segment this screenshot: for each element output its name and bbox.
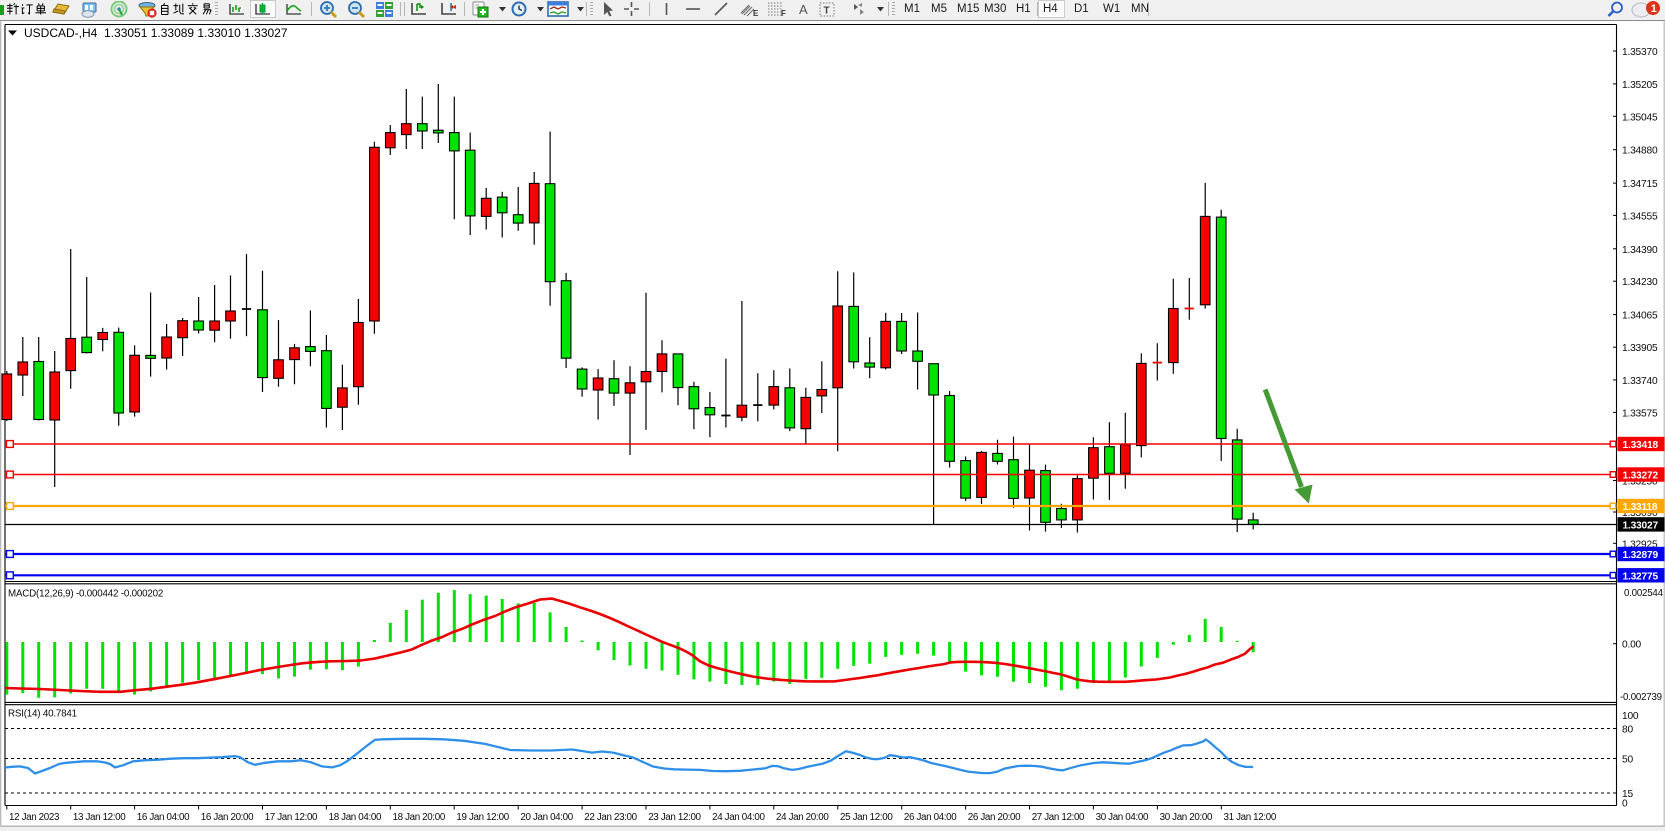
svg-text:0.002544: 0.002544 (1624, 588, 1664, 599)
svg-text:17 Jan 12:00: 17 Jan 12:00 (265, 812, 318, 823)
svg-text:USDCAD-,H4 1.33051 1.33089 1.: USDCAD-,H4 1.33051 1.33089 1.33010 1.330… (24, 26, 288, 40)
svg-text:1.33090: 1.33090 (1622, 508, 1658, 519)
svg-text:18 Jan 20:00: 18 Jan 20:00 (393, 812, 446, 823)
svg-text:1.35370: 1.35370 (1622, 47, 1658, 58)
svg-text:1.33575: 1.33575 (1622, 408, 1658, 419)
svg-text:23 Jan 12:00: 23 Jan 12:00 (648, 812, 701, 823)
svg-text:26 Jan 04:00: 26 Jan 04:00 (904, 812, 957, 823)
svg-text:26 Jan 20:00: 26 Jan 20:00 (968, 812, 1021, 823)
svg-text:1.32775: 1.32775 (1623, 572, 1659, 583)
svg-text:1.33418: 1.33418 (1623, 440, 1659, 451)
svg-text:100: 100 (1622, 711, 1639, 722)
svg-text:1.32925: 1.32925 (1622, 539, 1658, 550)
svg-text:F: F (781, 9, 786, 18)
svg-text:1.33272: 1.33272 (1623, 471, 1659, 482)
svg-text:1.34715: 1.34715 (1622, 179, 1658, 190)
svg-text:1.33027: 1.33027 (1623, 521, 1659, 532)
svg-text:15: 15 (1622, 789, 1633, 800)
svg-text:1.33905: 1.33905 (1622, 343, 1658, 354)
svg-text:31 Jan 12:00: 31 Jan 12:00 (1224, 812, 1277, 823)
svg-text:20 Jan 04:00: 20 Jan 04:00 (520, 812, 573, 823)
svg-text:1.33118: 1.33118 (1623, 502, 1658, 513)
svg-text:13 Jan 12:00: 13 Jan 12:00 (73, 812, 126, 823)
svg-text:1.32879: 1.32879 (1623, 550, 1659, 561)
svg-text:80: 80 (1622, 725, 1633, 736)
svg-text:25 Jan 12:00: 25 Jan 12:00 (840, 812, 893, 823)
svg-text:30 Jan 20:00: 30 Jan 20:00 (1160, 812, 1213, 823)
svg-text:1: 1 (1651, 3, 1657, 15)
svg-text:24 Jan 04:00: 24 Jan 04:00 (712, 812, 765, 823)
svg-text:1.34555: 1.34555 (1622, 211, 1658, 222)
svg-text:1.33250: 1.33250 (1622, 477, 1658, 488)
svg-text:12 Jan 2023: 12 Jan 2023 (9, 812, 60, 823)
svg-text:0.00: 0.00 (1622, 640, 1642, 651)
svg-text:50: 50 (1622, 755, 1633, 766)
svg-text:E: E (753, 9, 759, 18)
svg-text:0: 0 (1622, 799, 1628, 810)
svg-text:1.35045: 1.35045 (1622, 112, 1658, 123)
svg-text:16 Jan 20:00: 16 Jan 20:00 (201, 812, 254, 823)
svg-text:16 Jan 04:00: 16 Jan 04:00 (137, 812, 190, 823)
svg-text:30 Jan 04:00: 30 Jan 04:00 (1096, 812, 1149, 823)
svg-text:1.34065: 1.34065 (1622, 311, 1658, 322)
svg-text:1.34880: 1.34880 (1622, 146, 1658, 157)
svg-text:24 Jan 20:00: 24 Jan 20:00 (776, 812, 829, 823)
svg-text:27 Jan 12:00: 27 Jan 12:00 (1032, 812, 1085, 823)
svg-text:1.34230: 1.34230 (1622, 277, 1658, 288)
svg-text:T: T (824, 6, 830, 17)
svg-text:1.33740: 1.33740 (1622, 376, 1658, 387)
svg-text:MACD(12,26,9) -0.000442 -0.000: MACD(12,26,9) -0.000442 -0.000202 (8, 589, 163, 600)
svg-text:RSI(14) 40.7841: RSI(14) 40.7841 (8, 709, 77, 720)
svg-text:19 Jan 12:00: 19 Jan 12:00 (456, 812, 509, 823)
svg-text:22 Jan 23:00: 22 Jan 23:00 (584, 812, 637, 823)
svg-text:18 Jan 04:00: 18 Jan 04:00 (329, 812, 382, 823)
svg-text:1.35205: 1.35205 (1622, 80, 1658, 91)
svg-text:1.34390: 1.34390 (1622, 245, 1658, 256)
svg-text:-0.002739: -0.002739 (1620, 692, 1662, 703)
